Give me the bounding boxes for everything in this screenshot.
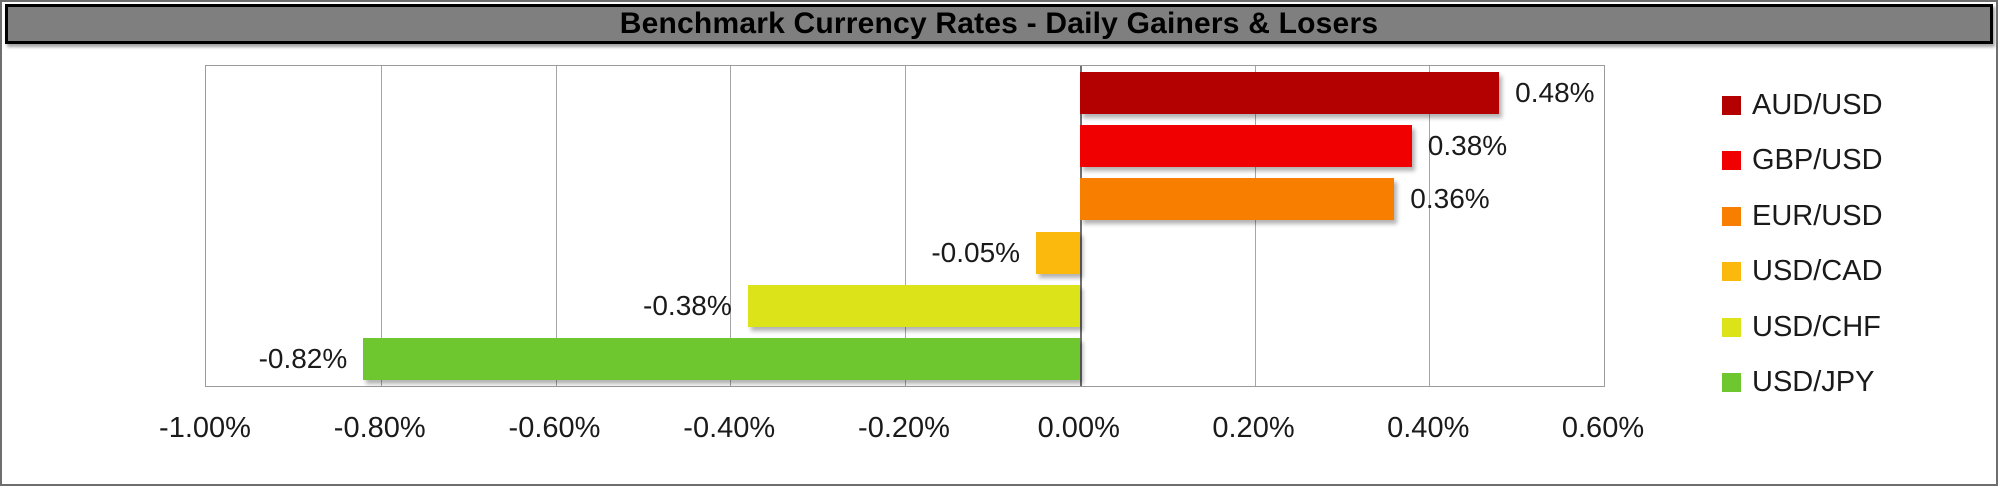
- legend-item-aud-usd: AUD/USD: [1722, 86, 1883, 124]
- bar-value-label: 0.38%: [1427, 130, 1508, 161]
- legend-item-eur-usd: EUR/USD: [1722, 197, 1883, 235]
- legend-item-usd-cad: USD/CAD: [1722, 253, 1883, 291]
- bar-gbp-usd: [1079, 125, 1412, 167]
- x-tick-label: -0.60%: [508, 412, 601, 444]
- gridline: [1254, 66, 1256, 386]
- bar-value-label: -0.38%: [643, 290, 732, 321]
- bar-aud-usd: [1079, 71, 1500, 114]
- bar-value-label: -0.05%: [931, 236, 1021, 268]
- legend-label: EUR/USD: [1752, 199, 1883, 232]
- x-tick-label: -0.20%: [858, 412, 950, 444]
- x-tick-label: 0.40%: [1387, 412, 1470, 444]
- legend-label: AUD/USD: [1752, 88, 1883, 121]
- bar-usd-chf: [747, 285, 1080, 327]
- x-tick-label: -0.40%: [683, 412, 776, 444]
- gridline: [1429, 66, 1431, 386]
- x-tick-label: 0.20%: [1212, 412, 1295, 444]
- zero-gridline: [1079, 66, 1082, 386]
- gridline: [905, 66, 906, 386]
- legend-label: USD/JPY: [1752, 366, 1875, 398]
- legend-swatch-icon: [1722, 262, 1741, 281]
- legend-swatch-icon: [1722, 151, 1741, 170]
- bar-value-label: 0.36%: [1410, 183, 1490, 215]
- legend-swatch-icon: [1722, 317, 1741, 337]
- x-tick-label: 0.00%: [1037, 412, 1120, 444]
- bar-usd-jpy: [363, 338, 1080, 381]
- gridline: [555, 66, 557, 386]
- legend-swatch-icon: [1722, 373, 1741, 392]
- legend-item-usd-jpy: USD/JPY: [1722, 364, 1874, 402]
- legend-label: GBP/USD: [1752, 144, 1883, 176]
- bar-eur-usd: [1079, 178, 1395, 221]
- bar-value-label: -0.82%: [258, 343, 348, 375]
- bar-value-label: 0.48%: [1515, 76, 1595, 108]
- x-tick-label: -1.00%: [159, 412, 251, 444]
- legend-item-gbp-usd: GBP/USD: [1722, 142, 1883, 180]
- x-tick-label: 0.60%: [1561, 412, 1645, 444]
- bar-usd-cad: [1036, 231, 1080, 274]
- plot-area: 0.48% 0.38% 0.36% -0.05% -0.38% -0.82%: [205, 65, 1605, 387]
- legend-swatch-icon: [1722, 95, 1741, 115]
- gridline: [380, 66, 382, 386]
- legend-label: USD/CAD: [1752, 255, 1883, 287]
- legend-swatch-icon: [1722, 206, 1741, 226]
- chart-title-bar: Benchmark Currency Rates - Daily Gainers…: [5, 4, 1993, 44]
- legend-label: USD/CHF: [1752, 310, 1881, 343]
- legend-item-usd-chf: USD/CHF: [1722, 308, 1881, 346]
- x-tick-label: -0.80%: [333, 412, 426, 444]
- chart-title: Benchmark Currency Rates - Daily Gainers…: [619, 7, 1379, 40]
- gridline: [730, 66, 732, 386]
